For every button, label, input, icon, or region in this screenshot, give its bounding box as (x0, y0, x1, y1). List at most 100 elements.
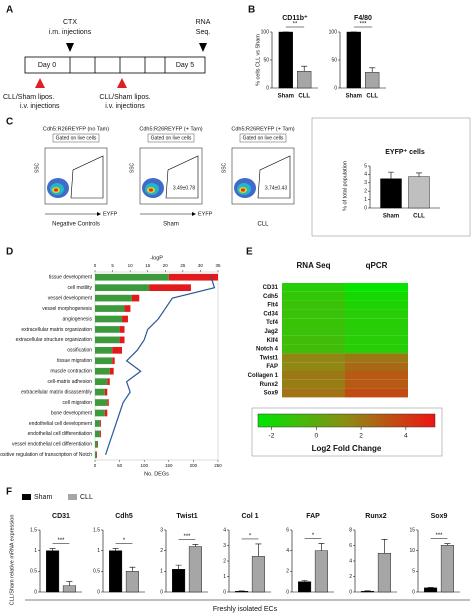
error-bar (129, 566, 136, 572)
bar (119, 336, 125, 344)
caption: Sham (163, 222, 179, 228)
bar (109, 550, 123, 593)
panel-label: B (248, 5, 255, 16)
category-label: cell-matrix adhesion (48, 379, 93, 385)
legend-label: Sham (34, 494, 52, 501)
injection-marker (35, 78, 45, 88)
y-tick-label: 1 (364, 197, 367, 203)
bar (424, 587, 438, 593)
label: RNA (196, 19, 211, 26)
plot-area (94, 271, 219, 461)
colorbar-tick-label: 4 (404, 433, 408, 440)
bar (235, 591, 249, 593)
density (149, 188, 153, 192)
gate-label: Gated on live cells (151, 136, 192, 142)
y-tick-label: 0 (286, 589, 289, 595)
bar (314, 550, 328, 593)
legend-swatch (68, 494, 77, 500)
cell (282, 379, 345, 389)
x2-tick-label: 20 (163, 263, 169, 268)
arrow-head (192, 212, 196, 216)
category-label: positive regulation of transcription of … (0, 452, 92, 458)
error-bar (301, 580, 308, 582)
y-tick-label: 50 (331, 57, 337, 63)
bar (251, 556, 265, 593)
panel-label: D (6, 247, 13, 258)
bar (95, 273, 169, 281)
panel-title: Col 1 (241, 513, 258, 520)
y-tick-label: 4 (349, 558, 352, 564)
panel-title: FAP (306, 513, 320, 520)
error-bar (192, 544, 199, 547)
annotation: *** (57, 538, 65, 544)
gate (70, 155, 104, 199)
cell (282, 309, 345, 319)
bar (107, 378, 110, 386)
cell (345, 318, 408, 327)
label: i.m. injections (49, 29, 92, 36)
row-label: Cd34 (263, 311, 278, 317)
y-tick-label: 5 (412, 569, 415, 575)
bar (124, 305, 131, 312)
y-tick-label: 0 (364, 205, 367, 211)
bar (95, 388, 105, 396)
y-label: % cells CLL vs Sham (255, 34, 261, 86)
x-label: No. DEGs (144, 471, 169, 477)
category-label: tissue migration (57, 358, 92, 364)
x-tick-label: CLL (413, 214, 425, 220)
x-tick-label: CLL (366, 94, 378, 100)
y-tick-label: 0 (34, 589, 37, 595)
category-label: vessel endothelial cell differentiation (12, 442, 92, 448)
panel-title: EYFP⁺ cells (385, 149, 425, 156)
bar (95, 305, 125, 312)
panel-label: A (6, 5, 13, 16)
x-label: Freshly isolated ECs (213, 606, 278, 613)
y-tick-label: 4 (364, 172, 367, 178)
panel-frame (311, 117, 471, 237)
injection-marker (117, 78, 127, 88)
category-label: cell migration (63, 400, 93, 406)
bar (95, 378, 108, 386)
bar (95, 420, 100, 427)
y-tick-label: 6 (349, 543, 352, 549)
category-label: extracellular structure organization (16, 337, 93, 343)
timeline-box (24, 56, 206, 74)
y-tick-label: 1.5 (93, 527, 100, 533)
cell (282, 283, 345, 292)
cell (345, 371, 408, 380)
x-tick-label: 50 (117, 463, 123, 468)
x2-tick-label: 30 (198, 263, 204, 268)
row-label: Tcf4 (266, 320, 279, 326)
annotation: *** (435, 533, 443, 539)
y-tick-label: 100 (329, 29, 338, 35)
x2-tick-label: 5 (111, 263, 114, 268)
gate (165, 155, 199, 199)
label: CLL/Sham lipos. (99, 94, 150, 101)
x2-tick-label: 10 (128, 263, 134, 268)
bar (188, 546, 202, 593)
error-bar (175, 564, 182, 570)
cell (345, 379, 408, 389)
plot-title: Cdh5:R26REYFP (+ Tam) (231, 126, 294, 132)
marker (199, 43, 207, 52)
label: Day 0 (38, 62, 56, 69)
x-tick-label: 100 (140, 463, 148, 468)
plot-title: Cdh5:R26REYFP (+ Tam) (139, 126, 202, 132)
caption: Negative Controls (52, 222, 100, 228)
y-tick-label: 0 (160, 589, 163, 595)
category-label: bone development (51, 410, 93, 416)
bar (95, 440, 98, 448)
cell (345, 344, 408, 354)
y-label: % of total population (342, 161, 348, 211)
cell (282, 388, 345, 398)
x2-tick-label: 25 (180, 263, 186, 268)
bar (95, 430, 100, 438)
y-tick-label: 0 (97, 589, 100, 595)
bar (149, 284, 191, 292)
x2-tick-label: 35 (215, 263, 221, 268)
bar (95, 294, 132, 302)
y-tick-label: 4 (286, 548, 289, 554)
bar (122, 315, 128, 323)
row-label: Klf4 (267, 338, 279, 344)
category-label: angiogenesis (63, 316, 93, 322)
